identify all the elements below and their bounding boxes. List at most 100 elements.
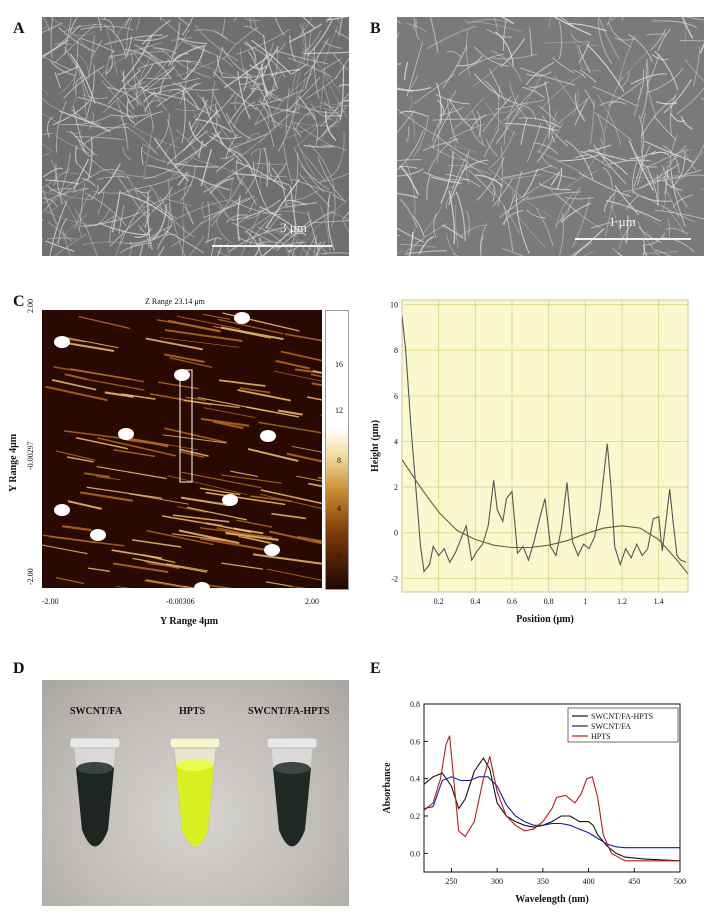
- fiber: [594, 112, 633, 142]
- fiber: [248, 198, 257, 214]
- x-tick-label: 350: [537, 877, 549, 886]
- fiber: [107, 86, 142, 106]
- fiber: [59, 193, 82, 237]
- fiber: [492, 178, 513, 207]
- fiber: [680, 151, 704, 181]
- x-tick-label: 300: [491, 877, 503, 886]
- nanotube-strand: [221, 562, 263, 570]
- fiber: [236, 161, 287, 191]
- fiber: [628, 174, 682, 179]
- fiber: [134, 189, 151, 194]
- fiber: [665, 148, 692, 164]
- fiber: [52, 100, 90, 126]
- fiber: [265, 226, 292, 238]
- fiber: [397, 63, 402, 65]
- nanotube-strand: [129, 493, 189, 505]
- fiber: [74, 207, 88, 230]
- fiber: [252, 161, 270, 213]
- fiber: [669, 133, 678, 170]
- fiber: [313, 234, 318, 256]
- fiber: [291, 247, 296, 256]
- nanotube-strand: [273, 370, 322, 382]
- fiber: [61, 172, 99, 196]
- x-tick-label: 0.8: [544, 597, 554, 606]
- vial-hpts: [169, 737, 221, 848]
- fiber: [574, 93, 586, 122]
- fiber: [657, 28, 671, 52]
- fiber: [298, 95, 316, 120]
- fiber: [432, 118, 479, 121]
- fiber: [65, 130, 82, 134]
- fiber: [526, 209, 546, 219]
- fiber: [520, 67, 576, 86]
- y-tick-label: 8: [394, 346, 398, 355]
- fiber: [42, 197, 58, 208]
- fiber: [70, 130, 95, 155]
- fiber: [321, 58, 342, 72]
- fiber: [120, 196, 152, 245]
- fiber: [264, 87, 284, 102]
- nanotube-strand: [113, 448, 156, 458]
- fiber: [572, 89, 580, 116]
- fiber: [529, 27, 533, 56]
- afm-xlabel: Y Range 4μm: [160, 616, 219, 627]
- fiber: [639, 163, 680, 189]
- fiber: [583, 250, 596, 256]
- x-tick-label: 1.2: [617, 597, 627, 606]
- nanotube-strand: [200, 417, 250, 427]
- fiber: [655, 209, 704, 220]
- fiber: [516, 214, 546, 248]
- nanotube-strand: [312, 539, 322, 543]
- nanotube-strand: [55, 576, 85, 585]
- fiber: [189, 99, 208, 130]
- fiber: [92, 39, 103, 58]
- fiber: [313, 220, 349, 224]
- fiber: [684, 17, 687, 44]
- fiber: [627, 204, 662, 226]
- fiber: [544, 81, 551, 139]
- fiber: [673, 174, 704, 180]
- fiber: [593, 144, 627, 185]
- fiber: [345, 219, 349, 221]
- fiber: [522, 168, 539, 198]
- fiber: [572, 228, 605, 256]
- fiber: [449, 148, 494, 182]
- fiber: [503, 170, 523, 226]
- fiber: [143, 84, 167, 111]
- x-axis-label: Wavelength (nm): [515, 894, 589, 905]
- fiber: [79, 37, 116, 53]
- fiber: [687, 17, 704, 21]
- fiber: [632, 161, 638, 194]
- fiber: [457, 55, 483, 67]
- y-tick-label: 0.6: [410, 737, 420, 746]
- afm-cbar-tick-12: 12: [335, 406, 343, 415]
- fiber: [243, 17, 261, 22]
- fiber: [196, 93, 221, 117]
- fiber: [320, 66, 326, 110]
- fiber: [422, 205, 443, 235]
- fiber: [125, 35, 132, 59]
- fiber: [515, 194, 530, 254]
- fiber: [46, 237, 77, 240]
- fiber: [89, 112, 94, 130]
- particle: [54, 336, 70, 348]
- fiber: [187, 122, 199, 141]
- y-tick-label: 2: [394, 483, 398, 492]
- fiber: [174, 108, 202, 112]
- fiber: [337, 98, 349, 105]
- fiber: [465, 28, 471, 77]
- fiber: [303, 144, 335, 148]
- fiber: [154, 28, 191, 78]
- fiber: [341, 218, 349, 234]
- fiber: [198, 140, 204, 157]
- afm-xtick-right: 2.00: [305, 597, 319, 606]
- fiber: [325, 17, 333, 23]
- fiber: [234, 138, 250, 145]
- fiber: [314, 252, 322, 256]
- fiber: [651, 54, 669, 61]
- fiber: [522, 198, 553, 218]
- fiber: [289, 249, 296, 256]
- nanotube-strand: [141, 439, 198, 451]
- fiber: [284, 108, 312, 116]
- fiber: [108, 50, 165, 57]
